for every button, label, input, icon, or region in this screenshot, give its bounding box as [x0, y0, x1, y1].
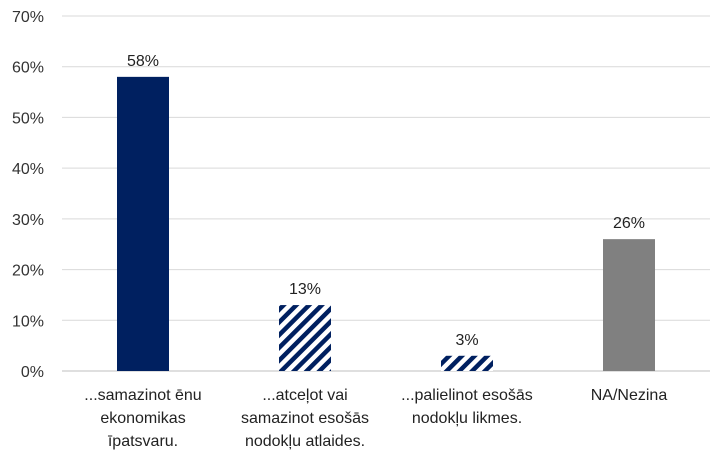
bars: [117, 76, 655, 371]
gridlines: [62, 15, 710, 372]
y-tick-label: 0%: [21, 364, 44, 381]
y-tick-label: 10%: [12, 313, 44, 330]
data-label: 3%: [455, 332, 478, 349]
bar: [279, 305, 331, 371]
bar: [441, 355, 493, 371]
y-tick-label: 30%: [12, 212, 44, 229]
bar: [603, 239, 655, 371]
category-label: ...palielinot esošās nodokļu likmes.: [401, 387, 533, 427]
y-tick-label: 20%: [12, 263, 44, 280]
data-label: 58%: [127, 53, 159, 70]
y-tick-label: 50%: [12, 110, 44, 127]
data-label: 13%: [289, 281, 321, 298]
data-labels: 58% 13% 3% 26%: [127, 53, 645, 349]
y-axis-ticks: 0% 10% 20% 30% 40% 50% 60% 70%: [12, 9, 44, 381]
category-label: ...atceļot vai samazinot esošās nodokļu …: [240, 387, 370, 450]
y-tick-label: 60%: [12, 60, 44, 77]
y-tick-label: 40%: [12, 161, 44, 178]
y-tick-label: 70%: [12, 9, 44, 26]
category-label: NA/Nezina: [590, 387, 668, 404]
bar: [117, 76, 169, 371]
data-label: 26%: [613, 215, 645, 232]
category-label: ...samazinot ēnu ekonomikas īpatsvaru.: [84, 387, 202, 450]
